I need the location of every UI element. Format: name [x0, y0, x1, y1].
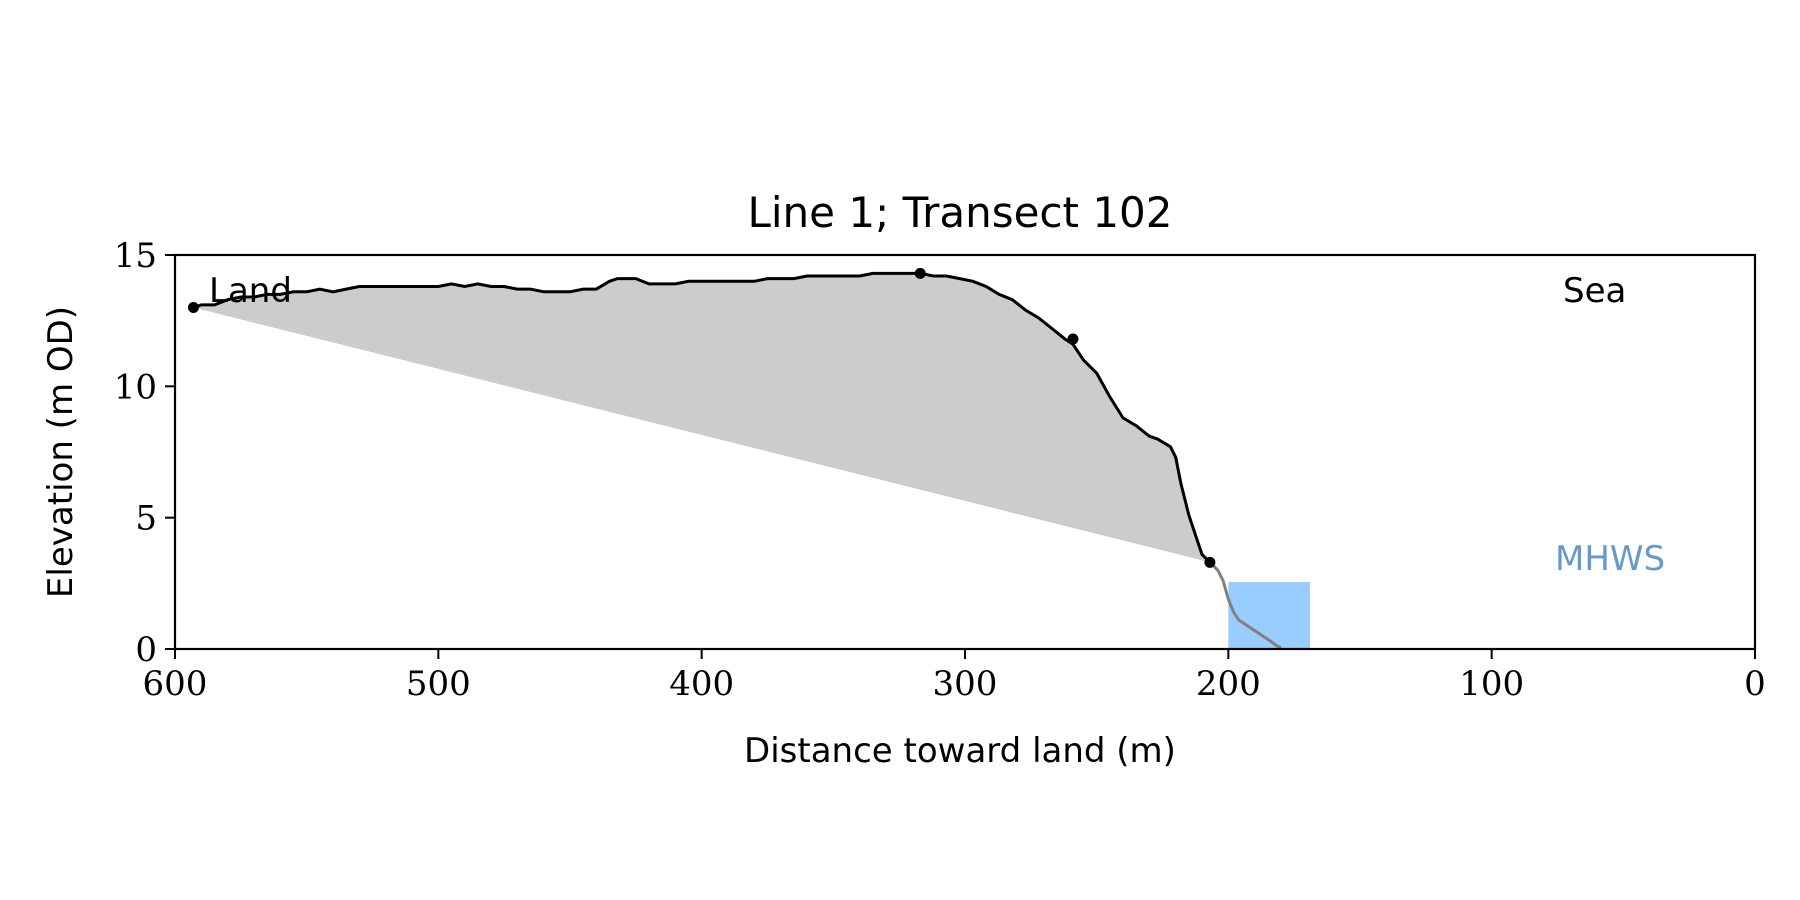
y-tick-label: 0: [135, 630, 157, 670]
key-point-3: [1067, 333, 1079, 345]
cliff-fill-area: [193, 273, 1210, 563]
profile-line: [192, 271, 1211, 564]
x-axis-label: Distance toward land (m): [744, 731, 1176, 771]
land-label: Land: [209, 271, 292, 311]
key-points: [187, 267, 1216, 568]
x-tick-label: 0: [1744, 664, 1766, 704]
mhws-box: [1228, 582, 1310, 649]
chart-title: Line 1; Transect 102: [747, 188, 1172, 237]
key-point-4: [1204, 556, 1216, 568]
plot-area: Land Sea MHWS: [173, 253, 1757, 651]
key-point-2: [914, 267, 926, 279]
x-tick-label: 500: [406, 664, 471, 704]
mhws-label: MHWS: [1555, 539, 1665, 579]
y-axis: 0 5 10 15: [114, 236, 175, 670]
profile-line-below: [1208, 561, 1282, 650]
x-tick-label: 400: [669, 664, 734, 704]
x-tick-label: 300: [933, 664, 998, 704]
y-axis-label: Elevation (m OD): [41, 306, 81, 598]
y-tick-label: 15: [114, 236, 157, 276]
x-tick-label: 200: [1196, 664, 1261, 704]
y-tick-label: 10: [114, 367, 157, 407]
y-tick-label: 5: [135, 499, 157, 539]
key-point-1: [187, 302, 199, 314]
sea-label: Sea: [1563, 271, 1626, 311]
x-tick-label: 600: [143, 664, 208, 704]
x-tick-label: 100: [1459, 664, 1524, 704]
x-axis: 600 500 400 300 200 100 0: [143, 649, 1766, 704]
